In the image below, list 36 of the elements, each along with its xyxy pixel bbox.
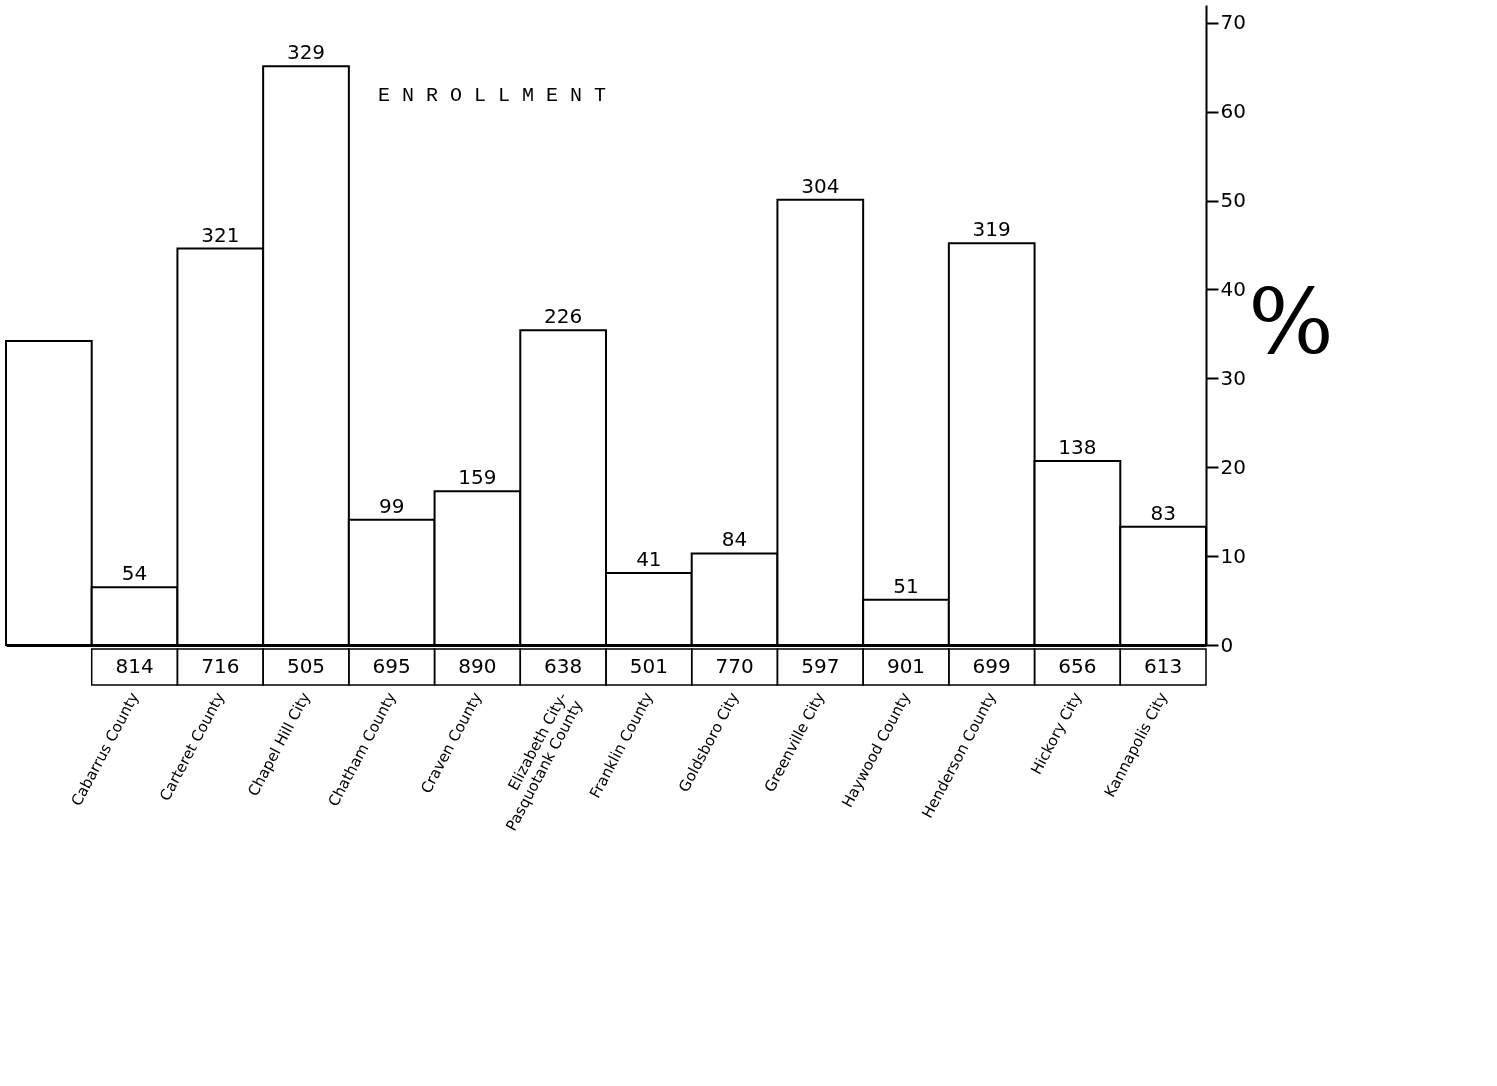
text: 770 [715, 654, 754, 678]
annotation: 99 [378, 493, 405, 518]
text: 695 [372, 654, 411, 678]
y-tick-label: 50 [1220, 188, 1246, 213]
text: 716 [201, 654, 240, 678]
y-tick-label: 30 [1220, 365, 1246, 390]
y-tick-label: 10 [1220, 543, 1246, 568]
text: 890 [458, 654, 497, 678]
annotation: 54 [121, 561, 148, 586]
y-tick-label: 0 [1220, 632, 1234, 657]
y-tick-label: 20 [1220, 454, 1246, 479]
annotation: 138 [1058, 435, 1097, 459]
annotation: 304 [801, 173, 840, 198]
annotation: 41 [636, 547, 662, 571]
text: 613 [1144, 654, 1183, 678]
text: 505 [286, 654, 326, 678]
text: 901 [886, 654, 926, 678]
y-tick-label: 40 [1220, 276, 1246, 301]
text: 638 [544, 654, 583, 678]
y-tick-label: 70 [1220, 10, 1246, 35]
text: 501 [629, 654, 668, 678]
annotation: 321 [201, 222, 240, 247]
annotation: 319 [972, 217, 1011, 242]
annotation: 159 [458, 465, 497, 490]
text: 699 [972, 654, 1011, 678]
text: 814 [115, 654, 154, 678]
annotation: 83 [1150, 500, 1176, 525]
annotation: E N R O L L M E N T [378, 83, 607, 107]
annotation: 226 [544, 304, 583, 329]
y-axis-title: % [1248, 268, 1334, 374]
annotation: 84 [721, 527, 748, 552]
text: 597 [801, 654, 840, 678]
annotation: 329 [286, 40, 326, 65]
text: 656 [1058, 654, 1097, 678]
annotation: 51 [893, 573, 919, 598]
y-tick-label: 60 [1220, 99, 1246, 124]
